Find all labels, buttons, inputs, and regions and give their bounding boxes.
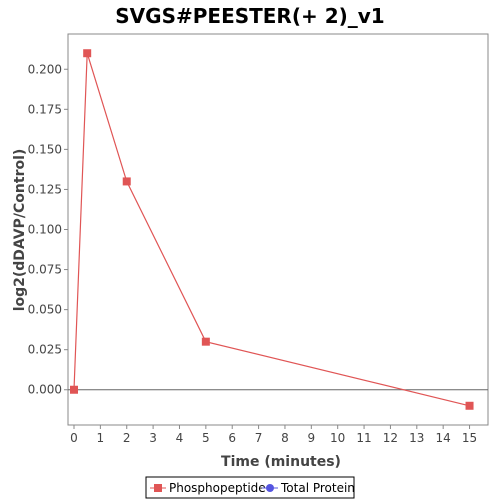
data-point[interactable] xyxy=(465,401,474,410)
legend-box xyxy=(145,476,355,499)
x-tick-label: 5 xyxy=(202,431,210,445)
x-tick-label: 3 xyxy=(149,431,157,445)
data-point[interactable] xyxy=(201,337,210,346)
data-point[interactable] xyxy=(70,385,78,394)
legend-label[interactable]: Phosphopeptide xyxy=(169,481,266,495)
data-point[interactable] xyxy=(122,177,131,186)
x-tick-label: 15 xyxy=(462,431,477,445)
x-axis-label: Time (minutes) xyxy=(221,454,341,470)
y-tick-label: 0.050 xyxy=(28,303,62,317)
plot-area xyxy=(67,33,489,426)
data-point[interactable] xyxy=(83,49,92,58)
y-tick-label: 0.125 xyxy=(28,182,62,196)
x-tick-label: 11 xyxy=(356,431,371,445)
legend-marker-square xyxy=(154,484,162,492)
chart-title: SVGS#PEESTER(+ 2)_v1 xyxy=(115,4,384,28)
legend-label[interactable]: Total Protein xyxy=(280,481,355,495)
x-tick-label: 9 xyxy=(308,431,316,445)
y-axis: 0.000 0.025 0.050 0.075 0.100 0.125 0.150 0.175… xyxy=(28,62,68,397)
x-tick-label: 7 xyxy=(255,431,263,445)
y-tick-label: 0.200 xyxy=(28,62,62,76)
x-tick-label: 13 xyxy=(409,431,424,445)
x-tick-label: 2 xyxy=(123,431,131,445)
legend: Phosphopeptide Total Protein xyxy=(145,476,355,499)
y-tick-label: 0.000 xyxy=(28,383,62,397)
series-group xyxy=(70,49,474,410)
x-tick-label: 8 xyxy=(281,431,289,445)
y-tick-label: 0.075 xyxy=(28,263,62,277)
x-tick-label: 4 xyxy=(176,431,184,445)
x-tick-label: 14 xyxy=(436,431,451,445)
x-tick-label: 0 xyxy=(70,431,78,445)
y-tick-label: 0.025 xyxy=(28,343,62,357)
x-tick-label: 6 xyxy=(228,431,236,445)
x-tick-label: 12 xyxy=(383,431,398,445)
y-axis-label: log2(dDAVP/Control) xyxy=(12,149,28,312)
y-tick-label: 0.150 xyxy=(28,142,62,156)
x-tick-label: 1 xyxy=(97,431,105,445)
y-tick-label: 0.100 xyxy=(28,223,62,237)
x-axis: 0 1 2 3 4 5 6 7 8 9 10 11 12 13 14 15 xyxy=(70,425,477,445)
x-tick-label: 10 xyxy=(330,431,345,445)
y-tick-label: 0.175 xyxy=(28,102,62,116)
legend-marker-circle xyxy=(266,484,274,492)
